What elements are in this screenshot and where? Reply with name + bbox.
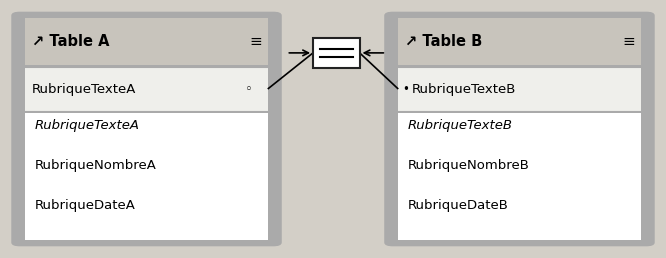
Bar bbox=[313, 38, 360, 68]
Text: ◦: ◦ bbox=[245, 83, 253, 95]
Text: RubriqueTexteB: RubriqueTexteB bbox=[412, 83, 516, 95]
FancyBboxPatch shape bbox=[12, 12, 281, 246]
Bar bbox=[25, 18, 268, 65]
Text: •: • bbox=[402, 83, 409, 95]
Bar bbox=[25, 113, 268, 240]
FancyBboxPatch shape bbox=[385, 12, 654, 246]
Text: RubriqueDateA: RubriqueDateA bbox=[35, 199, 135, 212]
Text: ≡: ≡ bbox=[623, 34, 635, 49]
Text: RubriqueTexteA: RubriqueTexteA bbox=[32, 83, 137, 95]
Text: RubriqueNombreB: RubriqueNombreB bbox=[408, 159, 529, 172]
Text: RubriqueTexteA: RubriqueTexteA bbox=[35, 119, 140, 132]
Bar bbox=[398, 67, 641, 111]
Bar bbox=[25, 67, 268, 111]
Text: RubriqueDateB: RubriqueDateB bbox=[408, 199, 508, 212]
Bar bbox=[398, 113, 641, 240]
Text: RubriqueTexteB: RubriqueTexteB bbox=[408, 119, 513, 132]
Text: ↗ Table B: ↗ Table B bbox=[405, 34, 482, 49]
Text: ↗ Table A: ↗ Table A bbox=[32, 34, 109, 49]
Text: RubriqueNombreA: RubriqueNombreA bbox=[35, 159, 157, 172]
Bar bbox=[398, 18, 641, 65]
Text: ≡: ≡ bbox=[250, 34, 262, 49]
